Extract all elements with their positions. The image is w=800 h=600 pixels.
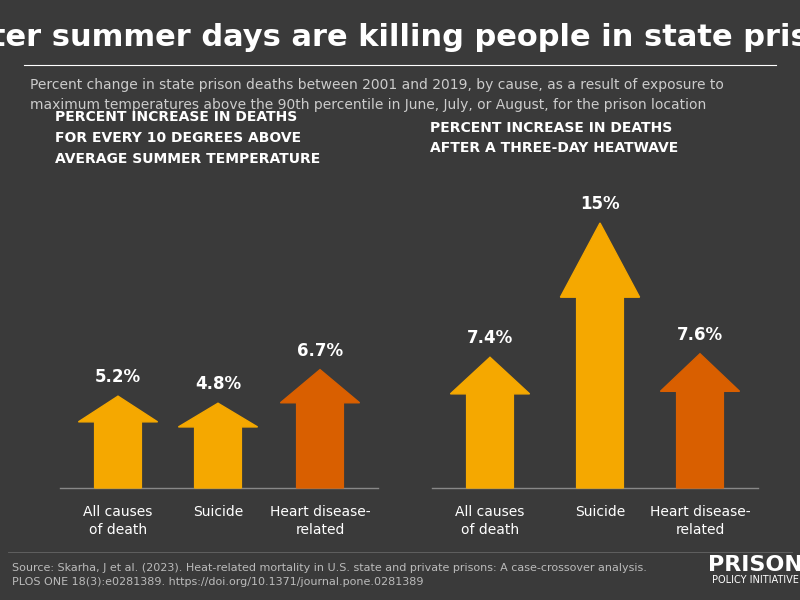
Polygon shape: [661, 354, 740, 488]
Text: 7.6%: 7.6%: [677, 326, 723, 344]
Text: PRISON: PRISON: [707, 555, 800, 575]
Text: Heart disease-
related: Heart disease- related: [270, 505, 370, 538]
Text: All causes
of death: All causes of death: [455, 505, 525, 538]
Text: Hotter summer days are killing people in state prisons: Hotter summer days are killing people in…: [0, 23, 800, 52]
Text: Heart disease-
related: Heart disease- related: [650, 505, 750, 538]
Polygon shape: [450, 357, 530, 488]
Polygon shape: [78, 396, 158, 488]
Text: PERCENT INCREASE IN DEATHS
AFTER A THREE-DAY HEATWAVE: PERCENT INCREASE IN DEATHS AFTER A THREE…: [430, 121, 678, 155]
Text: Suicide: Suicide: [193, 505, 243, 519]
Text: POLICY INITIATIVE: POLICY INITIATIVE: [711, 575, 798, 585]
Text: PERCENT INCREASE IN DEATHS
FOR EVERY 10 DEGREES ABOVE
AVERAGE SUMMER TEMPERATURE: PERCENT INCREASE IN DEATHS FOR EVERY 10 …: [55, 110, 320, 166]
Text: Suicide: Suicide: [575, 505, 625, 519]
Polygon shape: [280, 370, 360, 488]
Text: 15%: 15%: [580, 195, 620, 213]
Text: Percent change in state prison deaths between 2001 and 2019, by cause, as a resu: Percent change in state prison deaths be…: [30, 78, 724, 112]
Text: 7.4%: 7.4%: [467, 329, 513, 347]
Text: Source: Skarha, J et al. (2023). Heat-related mortality in U.S. state and privat: Source: Skarha, J et al. (2023). Heat-re…: [12, 563, 647, 587]
Text: 4.8%: 4.8%: [195, 375, 241, 393]
Polygon shape: [560, 223, 640, 488]
Polygon shape: [178, 403, 258, 488]
Text: 6.7%: 6.7%: [297, 341, 343, 359]
Text: All causes
of death: All causes of death: [83, 505, 153, 538]
Text: 5.2%: 5.2%: [95, 368, 141, 386]
